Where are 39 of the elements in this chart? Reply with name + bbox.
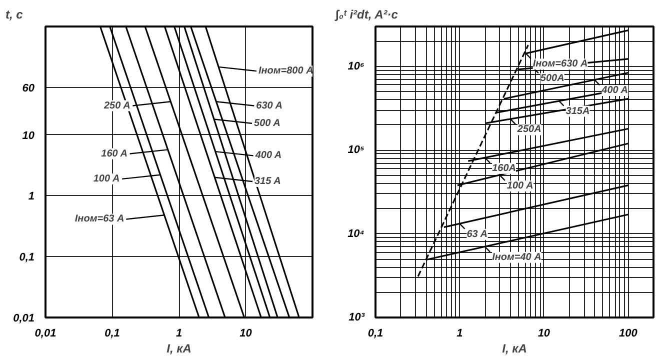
annotation: 160A [492, 162, 516, 174]
x-axis-title: I, кА [166, 342, 192, 356]
x-tick-label: 10 [538, 328, 551, 340]
x-tick-label: 0,1 [104, 328, 120, 340]
annotation: 500A [540, 73, 564, 84]
annotation: 630 A [256, 100, 282, 112]
annotation: 160 A [101, 148, 128, 160]
annotation: 100 A [93, 173, 120, 184]
annotation: Iном=630 A [532, 58, 588, 70]
annotation: 400 A [254, 150, 282, 162]
annotation: 315A [566, 106, 590, 117]
y-tick-label: 10⁵ [348, 144, 366, 156]
y-tick-label: 10⁴ [348, 228, 365, 240]
y-tick-label: 10 [22, 130, 36, 142]
annotation: 400 A [600, 85, 628, 96]
x-tick-label: 100 [618, 328, 638, 340]
annotation: 100 A [506, 180, 534, 192]
y-tick-label: 10³ [348, 312, 365, 324]
y-axis-title: ∫₀ᵗ i²dt, A²·c [334, 8, 398, 22]
x-tick-label: 0,01 [34, 328, 56, 340]
x-tick-label: 1 [176, 328, 182, 340]
annotation: Iном=800 A [258, 66, 314, 77]
y-tick-label: 60 [22, 82, 36, 94]
y-axis-title: t, c [6, 8, 24, 22]
x-tick-label: 0,1 [368, 328, 384, 340]
y-tick-label: 10⁶ [348, 60, 365, 72]
annotation: 250 A [102, 100, 130, 112]
x-tick-label: 1 [456, 328, 463, 340]
y-tick-label: 0,01 [13, 312, 35, 324]
y-tick-label: 1 [28, 190, 35, 203]
annotation: 63 A [466, 228, 488, 240]
annotation: 500 A [254, 118, 280, 129]
annotation: Iном=40 A [492, 252, 542, 263]
annotation: 250A [516, 124, 542, 136]
x-tick-label: 10 [240, 328, 253, 340]
annotation: Iном=63 A [74, 214, 124, 225]
y-tick-label: 0,1 [19, 252, 35, 264]
annotation: 315 A [254, 176, 281, 187]
x-axis-title: I, кА [502, 342, 527, 356]
